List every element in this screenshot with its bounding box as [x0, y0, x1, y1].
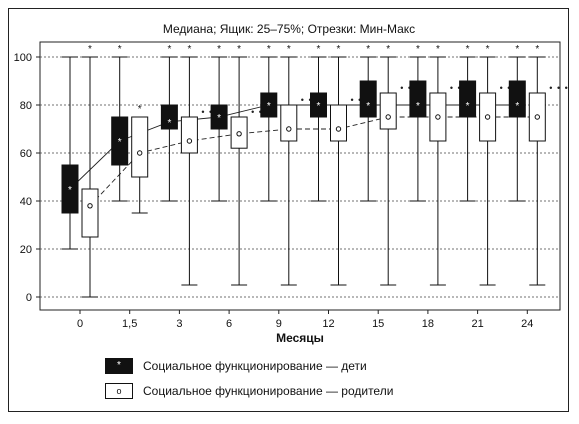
- x-tick-label: 15: [372, 318, 384, 330]
- parents-significance-star: *: [386, 44, 390, 55]
- children-box: [508, 80, 526, 118]
- legend-label-children: Социальное функционирование — дети: [143, 359, 367, 373]
- children-significance-star: *: [466, 44, 470, 55]
- legend-item-parents: o Социальное функционирование — родители: [105, 382, 393, 400]
- y-tick-label: 20: [20, 244, 32, 256]
- parents-significance-star: *: [138, 104, 142, 115]
- children-median-marker: *: [118, 137, 122, 148]
- x-tick-label: 12: [322, 318, 334, 330]
- parents-box: [131, 116, 149, 178]
- children-median-marker: *: [366, 101, 370, 112]
- x-axis-label: Месяцы: [276, 331, 324, 345]
- children-significance-star: *: [167, 44, 171, 55]
- y-tick-label: 40: [20, 196, 32, 208]
- children-box: [260, 92, 278, 118]
- children-box: [61, 164, 79, 214]
- y-tick-label: 0: [26, 292, 32, 304]
- children-box: [409, 80, 427, 118]
- legend-label-parents: Социальное функционирование — родители: [143, 384, 394, 398]
- parents-significance-star: *: [287, 44, 291, 55]
- children-significance-star: *: [118, 44, 122, 55]
- children-significance-star: *: [366, 44, 370, 55]
- y-tick-label: 60: [20, 148, 32, 160]
- x-tick-label: 3: [176, 318, 182, 330]
- outer-frame: [8, 8, 569, 412]
- children-box: [359, 80, 377, 118]
- children-median-marker: *: [167, 118, 171, 129]
- parents-box: [330, 104, 347, 142]
- parents-median-marker: [385, 114, 391, 120]
- children-box: [459, 80, 477, 118]
- children-median-marker: *: [515, 101, 519, 112]
- x-tick-label: 0: [77, 318, 83, 330]
- children-median-marker: *: [68, 185, 72, 196]
- parents-box: [280, 104, 298, 142]
- children-median-marker: *: [466, 101, 470, 112]
- children-median-marker: *: [267, 101, 271, 112]
- x-tick-label: 9: [276, 318, 282, 330]
- parents-significance-star: *: [535, 44, 539, 55]
- children-significance-star: *: [267, 44, 271, 55]
- x-tick-label: 24: [521, 318, 533, 330]
- children-box: [111, 116, 129, 166]
- x-tick-label: 1,5: [122, 318, 137, 330]
- chart-title: Медиана; Ящик: 25–75%; Отрезки: Мин-Макс: [163, 22, 415, 36]
- legend: * Социальное функционирование — дети o С…: [105, 355, 545, 405]
- parents-significance-star: *: [436, 44, 440, 55]
- parents-box: [180, 116, 198, 154]
- x-tick-label: 18: [422, 318, 434, 330]
- parents-significance-star: *: [237, 44, 241, 55]
- children-box: [310, 92, 327, 118]
- parents-median-marker: [87, 203, 93, 209]
- legend-item-children: * Социальное функционирование — дети: [105, 357, 367, 375]
- x-tick-label: 21: [471, 318, 483, 330]
- parents-significance-star: *: [486, 44, 490, 55]
- children-significance-star: *: [515, 44, 519, 55]
- parents-box: [81, 188, 99, 238]
- parents-box: [379, 92, 397, 130]
- star-marker-icon: *: [117, 360, 121, 371]
- x-tick-label: 6: [226, 318, 232, 330]
- plot-frame: [39, 41, 561, 311]
- children-median-marker: *: [317, 101, 321, 112]
- parents-significance-star: *: [88, 44, 92, 55]
- parents-median-marker: [335, 126, 342, 132]
- legend-swatch-children: *: [105, 358, 133, 374]
- parents-median-marker: [236, 131, 242, 137]
- legend-swatch-parents: o: [105, 383, 133, 399]
- y-tick-label: 100: [14, 52, 32, 64]
- circle-marker-icon: o: [116, 386, 122, 396]
- children-significance-star: *: [217, 44, 221, 55]
- parents-significance-star: *: [337, 44, 341, 55]
- children-box: [210, 104, 228, 130]
- children-box: [160, 104, 178, 130]
- children-significance-star: *: [416, 44, 420, 55]
- parents-median-marker: [484, 114, 491, 120]
- parents-median-marker: [186, 138, 193, 144]
- parents-median-marker: [435, 114, 441, 120]
- children-median-marker: *: [217, 113, 221, 124]
- parents-median-marker: [286, 126, 292, 132]
- parents-median-marker: [137, 150, 143, 156]
- dotted-connector: • • •: [549, 83, 568, 93]
- parents-significance-star: *: [187, 44, 191, 55]
- trend-line-parents: [89, 116, 538, 207]
- parents-median-marker: [534, 114, 540, 120]
- y-tick-label: 80: [20, 100, 32, 112]
- children-median-marker: *: [416, 101, 420, 112]
- children-significance-star: *: [317, 44, 321, 55]
